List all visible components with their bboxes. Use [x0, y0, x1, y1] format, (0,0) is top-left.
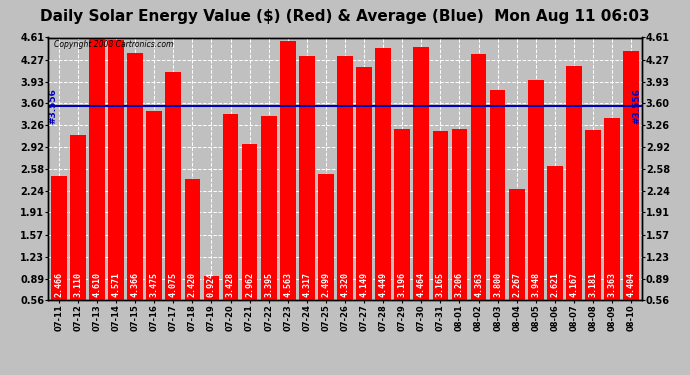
Text: #3.556: #3.556 — [633, 88, 642, 124]
Text: 2.466: 2.466 — [55, 272, 63, 297]
Bar — [604, 118, 620, 300]
Bar — [184, 180, 200, 300]
Text: 4.075: 4.075 — [169, 272, 178, 297]
Bar — [375, 48, 391, 300]
Text: Daily Solar Energy Value ($) (Red) & Average (Blue)  Mon Aug 11 06:03: Daily Solar Energy Value ($) (Red) & Ave… — [40, 9, 650, 24]
Text: 2.420: 2.420 — [188, 272, 197, 297]
Bar — [70, 135, 86, 300]
Bar — [166, 72, 181, 300]
Bar — [395, 129, 410, 300]
Bar — [528, 80, 544, 300]
Text: 4.449: 4.449 — [379, 272, 388, 297]
Bar — [223, 114, 238, 300]
Text: 4.610: 4.610 — [92, 272, 101, 297]
Text: 4.366: 4.366 — [130, 272, 139, 297]
Bar — [204, 276, 219, 300]
Text: #3.556: #3.556 — [48, 88, 57, 124]
Bar — [280, 40, 295, 300]
Text: 3.181: 3.181 — [589, 272, 598, 297]
Text: 2.621: 2.621 — [551, 272, 560, 297]
Text: 3.428: 3.428 — [226, 272, 235, 297]
Text: 3.475: 3.475 — [150, 272, 159, 297]
Text: 3.165: 3.165 — [436, 272, 445, 297]
Bar — [413, 47, 429, 300]
Bar — [51, 177, 67, 300]
Text: 2.267: 2.267 — [512, 272, 521, 297]
Text: 2.499: 2.499 — [322, 272, 331, 297]
Bar — [490, 90, 506, 300]
Text: 4.320: 4.320 — [340, 272, 350, 297]
Bar — [89, 38, 105, 300]
Text: 3.800: 3.800 — [493, 272, 502, 297]
Bar — [566, 66, 582, 300]
Text: 4.404: 4.404 — [627, 272, 635, 297]
Text: 4.149: 4.149 — [359, 272, 368, 297]
Text: 4.571: 4.571 — [112, 272, 121, 297]
Text: 3.206: 3.206 — [455, 272, 464, 297]
Bar — [241, 144, 257, 300]
Bar — [585, 130, 601, 300]
Text: 4.464: 4.464 — [417, 272, 426, 297]
Bar — [337, 56, 353, 300]
Text: 4.363: 4.363 — [474, 272, 483, 297]
Bar — [471, 54, 486, 300]
Bar — [127, 53, 143, 300]
Text: 4.167: 4.167 — [569, 272, 578, 297]
Text: 0.924: 0.924 — [207, 272, 216, 297]
Bar — [547, 166, 563, 300]
Bar — [146, 111, 162, 300]
Text: 3.110: 3.110 — [73, 272, 82, 297]
Bar — [452, 129, 467, 300]
Text: Copyright 2008 Cartronics.com: Copyright 2008 Cartronics.com — [55, 40, 174, 49]
Bar — [433, 131, 448, 300]
Bar — [108, 40, 124, 300]
Text: 3.948: 3.948 — [531, 272, 540, 297]
Text: 4.563: 4.563 — [284, 272, 293, 297]
Text: 4.317: 4.317 — [302, 272, 311, 297]
Bar — [356, 68, 372, 300]
Text: 3.363: 3.363 — [608, 272, 617, 297]
Bar — [261, 116, 277, 300]
Text: 3.196: 3.196 — [397, 272, 406, 297]
Text: 3.395: 3.395 — [264, 272, 273, 297]
Bar — [509, 189, 524, 300]
Text: 2.962: 2.962 — [245, 272, 254, 297]
Bar — [299, 57, 315, 300]
Bar — [623, 51, 639, 300]
Bar — [318, 174, 334, 300]
